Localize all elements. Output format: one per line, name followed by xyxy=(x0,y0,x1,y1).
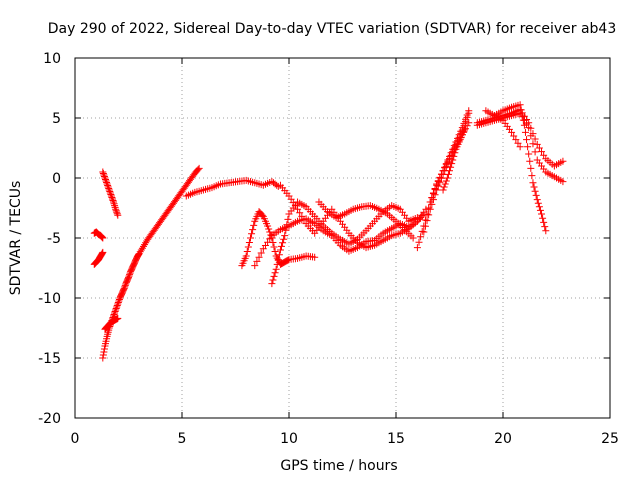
series-arc-m xyxy=(439,126,468,194)
series-arc-c-low xyxy=(101,314,122,333)
x-tick-label: 10 xyxy=(280,431,298,447)
data-point-markers xyxy=(482,107,524,151)
x-tick-label: 0 xyxy=(71,431,80,447)
data-point-markers xyxy=(426,107,473,206)
data-point-markers xyxy=(439,126,468,194)
series-arc-e xyxy=(238,208,319,270)
x-tick-label: 25 xyxy=(601,431,619,447)
data-point-markers xyxy=(268,198,421,288)
series-arc-d xyxy=(182,176,282,200)
data-point-markers xyxy=(182,176,282,200)
x-axis-label: GPS time / hours xyxy=(280,458,397,474)
y-tick-label: 5 xyxy=(52,111,61,127)
data-point-markers xyxy=(99,168,122,219)
data-layer xyxy=(90,101,567,362)
tick-labels: 0 5 10 15 20 25 -20 -15 -10 -5 0 5 10 xyxy=(38,51,619,447)
data-point-markers xyxy=(490,101,550,235)
y-tick-label: -5 xyxy=(47,231,61,247)
series-arc-b xyxy=(99,168,122,219)
series-arc-g xyxy=(268,198,421,288)
series-arc-p xyxy=(490,101,550,235)
y-tick-label: -10 xyxy=(38,291,61,307)
series-arc-l xyxy=(426,107,473,206)
y-tick-label: 0 xyxy=(52,171,61,187)
y-tick-label: -15 xyxy=(38,351,61,367)
chart-title: Day 290 of 2022, Sidereal Day-to-day VTE… xyxy=(48,21,617,37)
axis-ticks xyxy=(74,57,611,419)
data-point-markers xyxy=(315,198,417,242)
data-point-markers xyxy=(238,208,319,270)
data-point-markers xyxy=(101,314,122,333)
x-tick-label: 5 xyxy=(178,431,187,447)
y-tick-label: -20 xyxy=(38,411,61,427)
data-point-markers xyxy=(90,228,107,242)
x-tick-label: 15 xyxy=(387,431,405,447)
x-tick-label: 20 xyxy=(494,431,512,447)
series-arc-q xyxy=(482,107,524,151)
y-tick-label: 10 xyxy=(43,51,61,67)
series-arc-a2 xyxy=(90,228,107,242)
y-axis-label: SDTVAR / TECUs xyxy=(8,181,24,296)
series-arc-a1 xyxy=(90,248,107,268)
series-arc-i xyxy=(315,198,417,242)
data-point-markers xyxy=(90,248,107,268)
